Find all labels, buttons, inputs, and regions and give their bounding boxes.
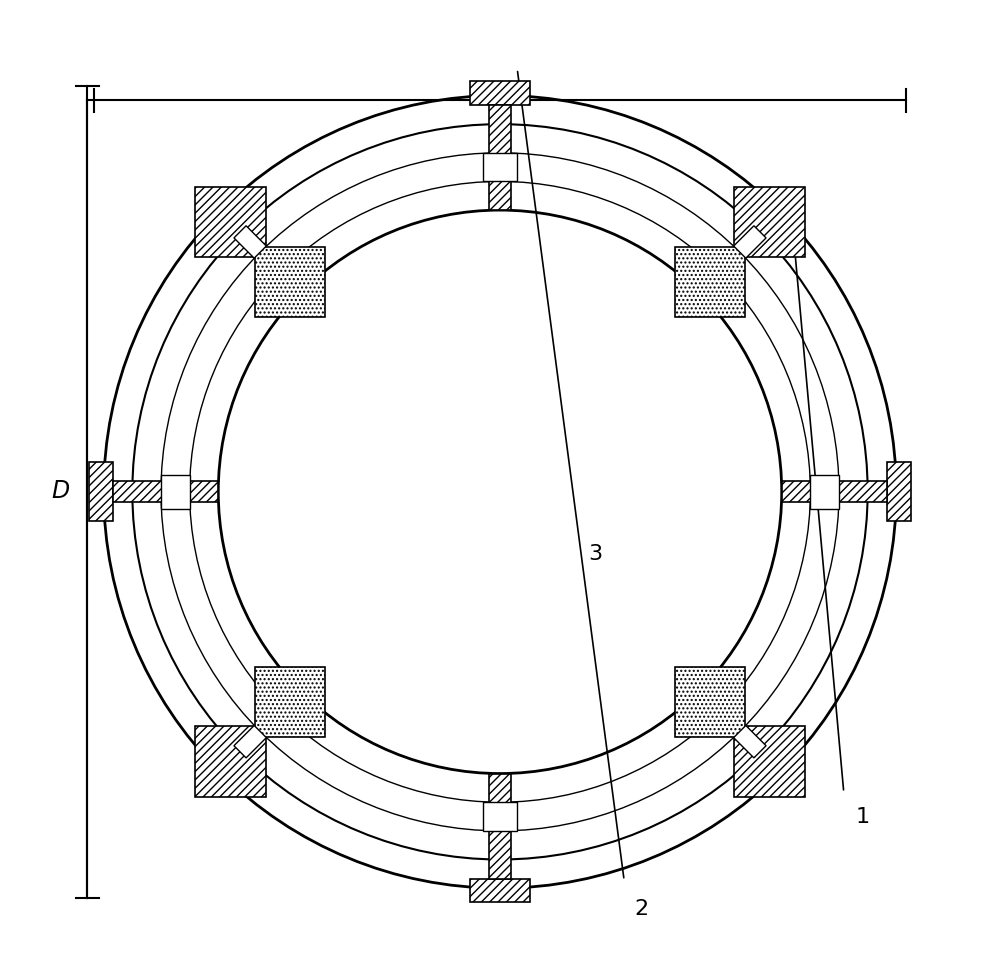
Polygon shape: [675, 667, 745, 737]
Text: $D$: $D$: [51, 480, 70, 503]
Polygon shape: [234, 726, 266, 758]
Polygon shape: [255, 246, 325, 317]
Polygon shape: [255, 667, 325, 737]
Polygon shape: [489, 774, 511, 879]
Polygon shape: [734, 187, 805, 257]
Polygon shape: [470, 879, 530, 902]
Polygon shape: [810, 475, 839, 509]
Text: 2: 2: [634, 900, 648, 919]
Text: 1: 1: [856, 807, 870, 826]
Polygon shape: [195, 727, 266, 796]
Polygon shape: [195, 187, 266, 257]
Polygon shape: [483, 153, 517, 181]
Polygon shape: [89, 462, 113, 521]
Polygon shape: [887, 462, 911, 521]
Polygon shape: [734, 727, 805, 796]
Polygon shape: [470, 81, 530, 105]
Polygon shape: [161, 475, 190, 509]
Polygon shape: [675, 246, 745, 317]
Polygon shape: [734, 726, 766, 758]
Polygon shape: [234, 225, 266, 258]
Polygon shape: [483, 802, 517, 831]
Polygon shape: [782, 481, 887, 502]
Text: 3: 3: [588, 544, 603, 563]
Polygon shape: [113, 481, 218, 502]
Text: $D$: $D$: [490, 119, 510, 142]
Polygon shape: [489, 105, 511, 210]
Polygon shape: [734, 225, 766, 258]
